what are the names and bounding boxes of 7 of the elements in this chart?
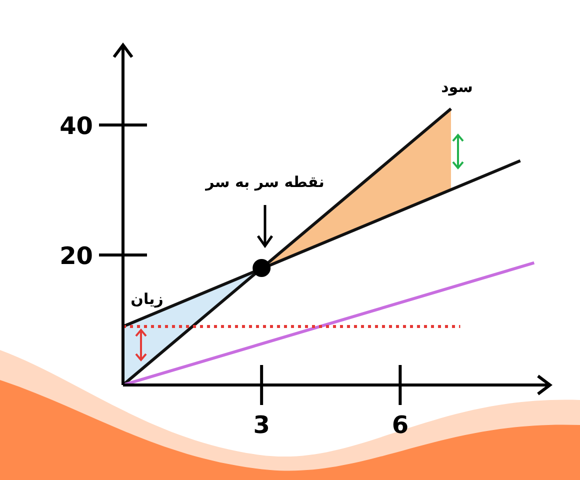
annotation: زیان: [130, 290, 164, 308]
y-tick-label: 20: [60, 242, 93, 270]
x-tick-label: 6: [392, 411, 409, 439]
annotation: نقطه سر به سر: [204, 173, 324, 191]
x-tick-label: 3: [253, 411, 270, 439]
y-tick-label: 40: [60, 112, 93, 140]
annotation: سود: [441, 78, 473, 96]
